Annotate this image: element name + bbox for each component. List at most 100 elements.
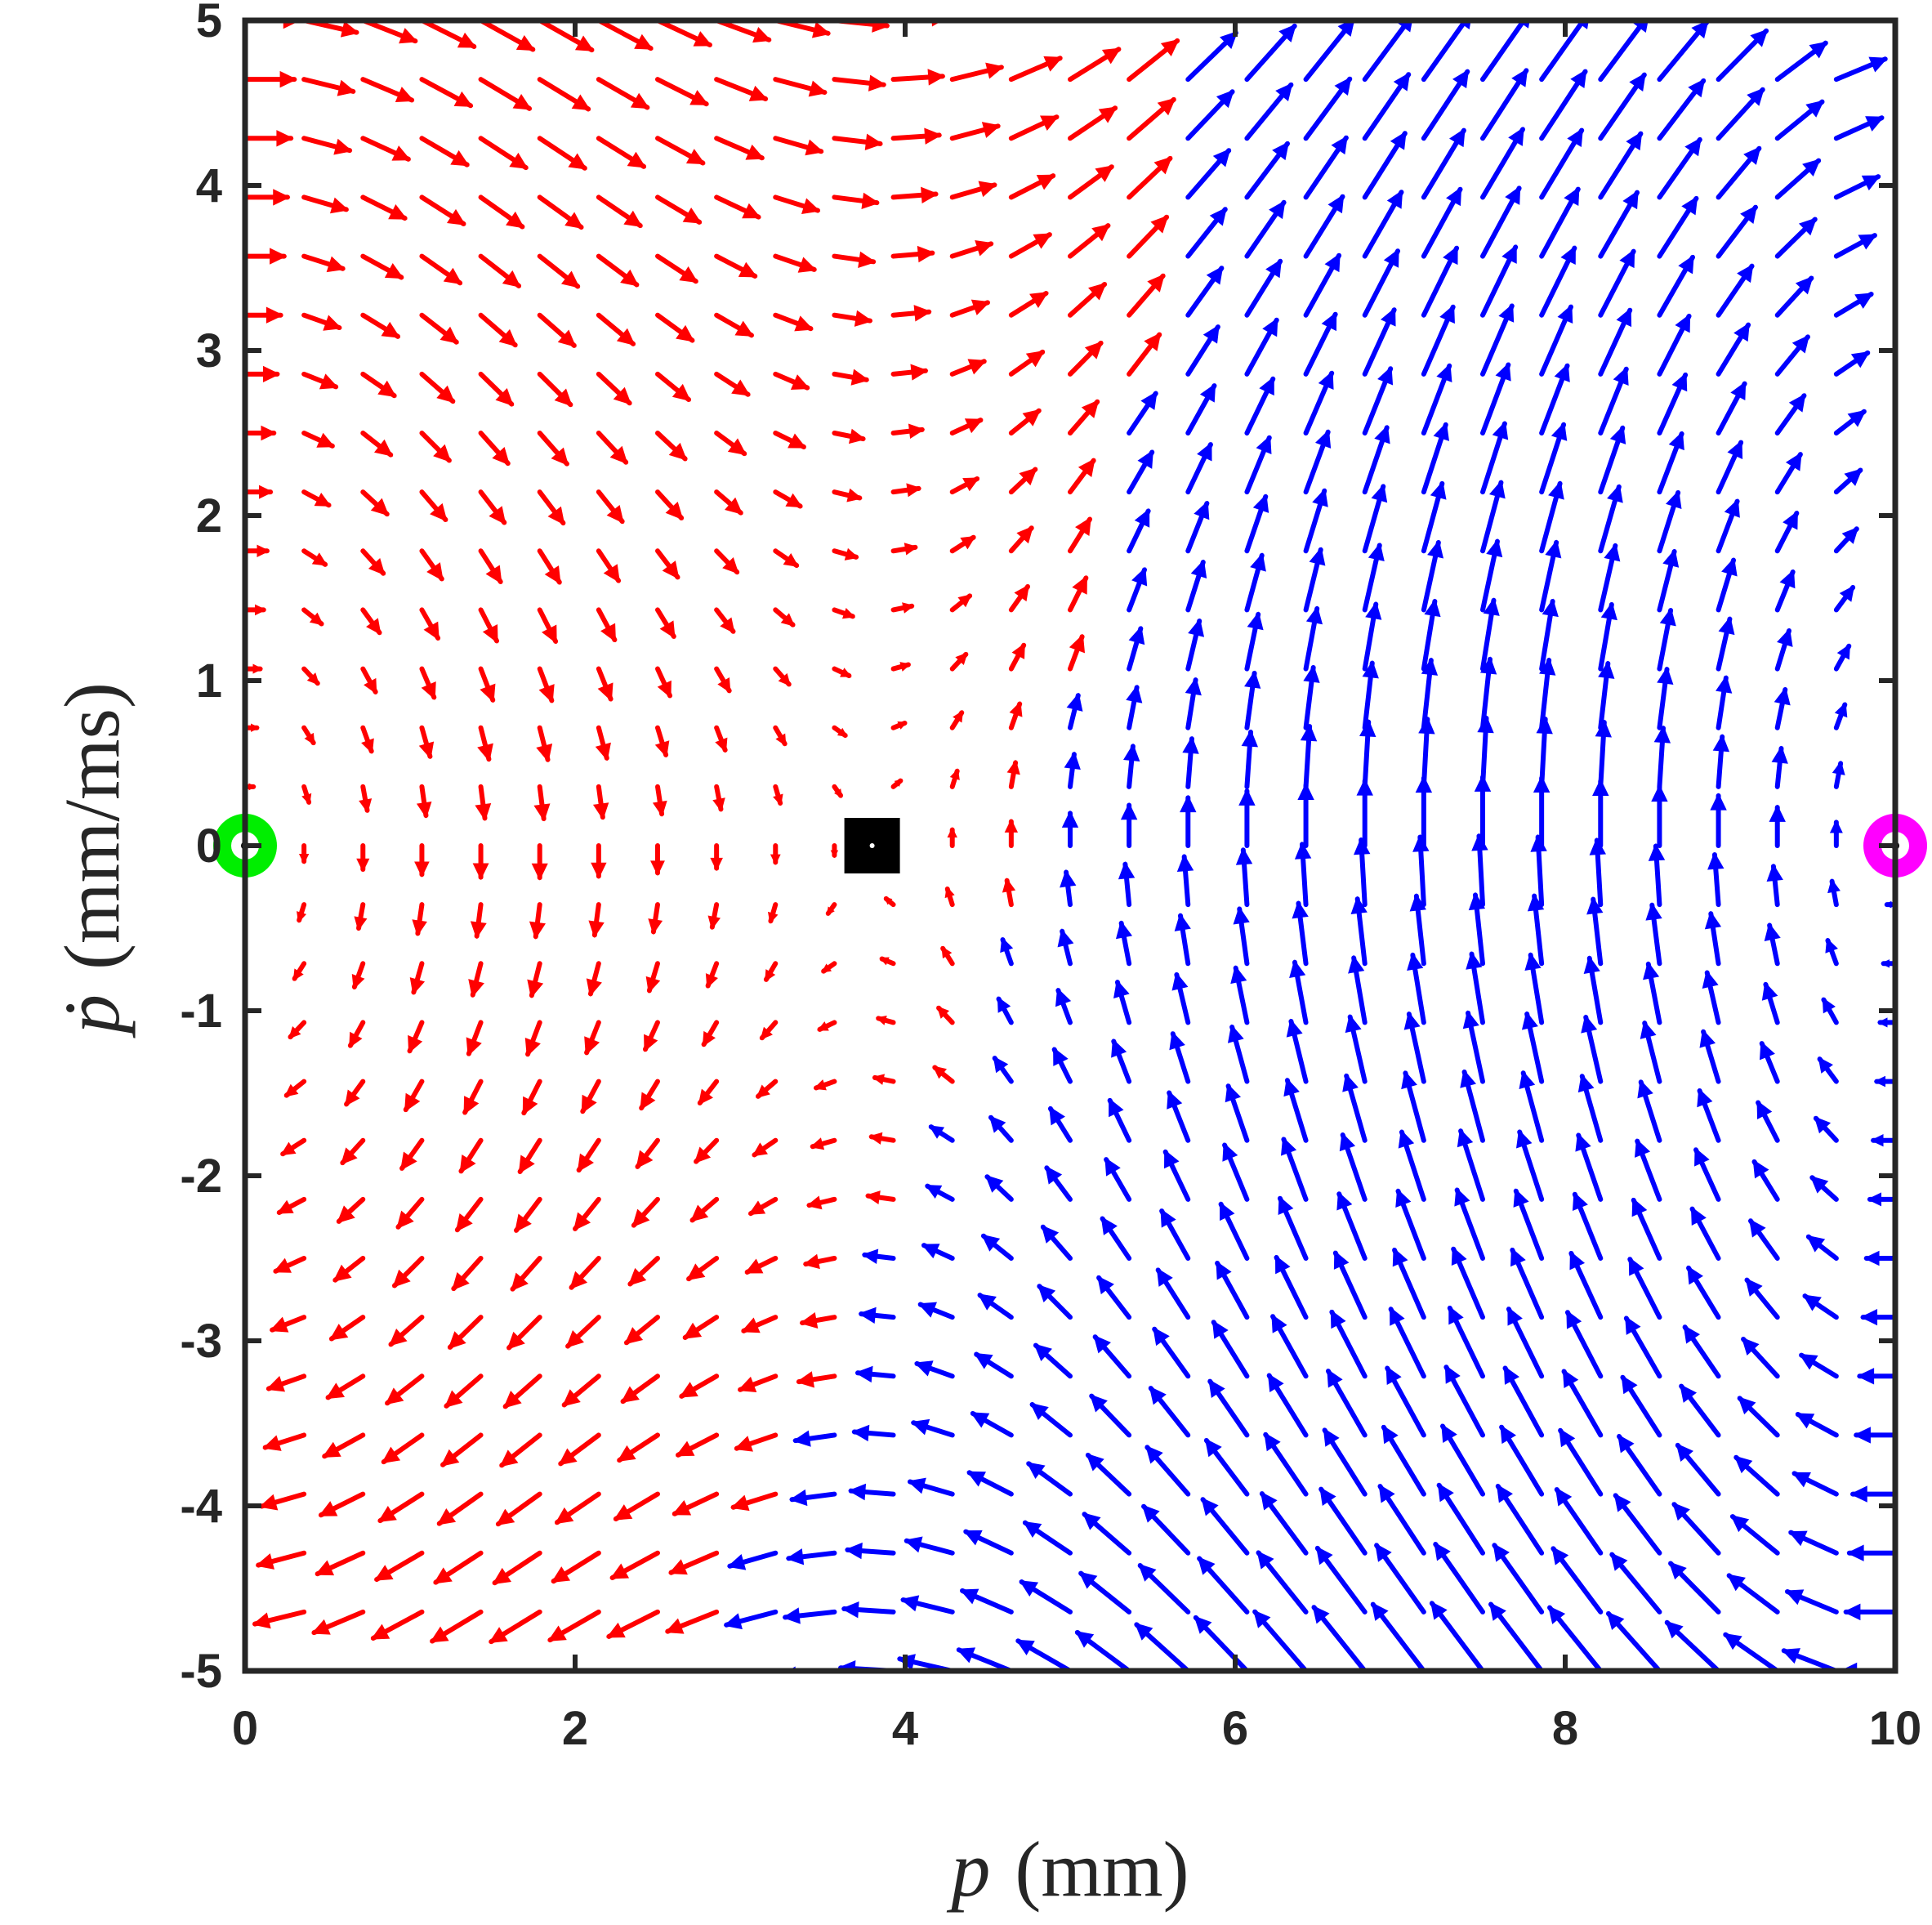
field-arrow-head bbox=[1113, 979, 1130, 999]
field-arrow-head bbox=[623, 210, 643, 228]
x-tick-label: 2 bbox=[562, 1702, 588, 1755]
field-arrow-head bbox=[1386, 190, 1403, 209]
field-arrow-head bbox=[1216, 89, 1234, 109]
field-arrow-head bbox=[366, 618, 381, 636]
field-arrow-head bbox=[841, 607, 856, 619]
x-tick-label: 6 bbox=[1222, 1702, 1248, 1755]
field-arrow-head bbox=[1075, 1630, 1095, 1648]
field-arrow-head bbox=[1600, 601, 1617, 621]
field-arrow-head bbox=[433, 1567, 453, 1584]
field-arrow-head bbox=[879, 957, 890, 966]
field-arrow-head bbox=[834, 788, 843, 798]
field-arrow-head bbox=[574, 35, 595, 51]
field-arrow-head bbox=[1631, 1197, 1648, 1217]
field-arrow-head bbox=[1252, 1610, 1271, 1628]
field-arrow-head bbox=[223, 1136, 232, 1145]
field-arrow-head bbox=[1849, 1485, 1867, 1503]
field-arrow-head bbox=[988, 1115, 1006, 1133]
field-arrow-head bbox=[1449, 127, 1466, 148]
field-arrow-head bbox=[492, 1567, 511, 1585]
y-axis-symbol: ṗ bbox=[48, 994, 136, 1038]
field-arrow-head bbox=[617, 1445, 636, 1462]
field-arrow-head bbox=[1802, 1294, 1822, 1311]
field-arrow-head bbox=[1126, 684, 1143, 703]
field-arrow-head bbox=[760, 1026, 773, 1040]
field-arrow-head bbox=[854, 1365, 873, 1383]
field-arrow-head bbox=[1733, 322, 1750, 342]
field-arrow-head bbox=[1836, 643, 1850, 660]
field-arrow-head bbox=[970, 299, 991, 315]
field-arrow-head bbox=[489, 506, 506, 525]
field-arrow-shaft bbox=[1716, 20, 1722, 23]
field-arrow-head bbox=[620, 1386, 640, 1404]
field-arrow-head bbox=[1377, 366, 1394, 386]
field-arrow-head bbox=[1120, 802, 1138, 820]
field-arrow-head bbox=[1345, 1014, 1362, 1034]
field-arrow-head bbox=[1197, 1556, 1216, 1575]
field-arrow-head bbox=[710, 857, 723, 872]
field-arrow-head bbox=[1421, 657, 1439, 676]
field-arrow-head bbox=[902, 602, 915, 614]
field-arrow-head bbox=[1704, 910, 1722, 930]
field-arrow-head bbox=[955, 652, 968, 666]
field-arrow-head bbox=[928, 1125, 945, 1139]
field-arrow-head bbox=[301, 793, 312, 806]
field-arrow-head bbox=[1342, 1073, 1359, 1092]
field-arrow-head bbox=[705, 973, 718, 989]
field-arrow-head bbox=[1331, 135, 1348, 155]
field-arrow-head bbox=[805, 139, 824, 156]
field-arrow-head bbox=[237, 903, 240, 906]
field-arrow-head bbox=[511, 1272, 529, 1292]
field-arrow-head bbox=[1066, 692, 1083, 712]
field-arrow-head bbox=[1846, 1544, 1864, 1561]
field-arrow-head bbox=[631, 1208, 650, 1228]
field-arrow-head bbox=[865, 1190, 881, 1204]
field-arrow-head bbox=[1098, 106, 1118, 123]
field-arrow-head bbox=[284, 1083, 299, 1097]
field-arrow-head bbox=[1912, 427, 1924, 439]
field-arrow-head bbox=[595, 742, 611, 762]
field-arrow-head bbox=[1149, 1386, 1167, 1405]
field-arrow-head bbox=[248, 783, 257, 791]
field-arrow-head bbox=[712, 797, 725, 812]
field-arrow-head bbox=[196, 1606, 209, 1619]
field-arrow-head bbox=[1795, 1413, 1815, 1429]
field-arrow-head bbox=[388, 1329, 408, 1347]
field-arrow-head bbox=[280, 1141, 297, 1156]
field-arrow-head bbox=[1798, 217, 1818, 236]
field-arrow-head bbox=[1488, 1601, 1506, 1621]
field-arrow-head bbox=[1297, 782, 1314, 800]
field-arrow-head bbox=[318, 1501, 338, 1516]
field-arrow-head bbox=[1029, 1402, 1049, 1421]
field-arrow-head bbox=[1697, 1088, 1713, 1108]
field-arrow-head bbox=[529, 921, 547, 940]
field-arrow-head bbox=[1675, 313, 1691, 333]
field-arrow-head bbox=[1371, 1601, 1389, 1621]
field-arrow-head bbox=[418, 741, 435, 760]
field-arrow-head bbox=[1101, 47, 1122, 65]
y-axis-label: ṗ (mm/ms) bbox=[48, 682, 136, 1038]
field-arrow-head bbox=[846, 488, 863, 502]
field-arrow-head bbox=[468, 979, 484, 998]
field-arrow-head bbox=[1648, 843, 1666, 861]
field-arrow-head bbox=[1662, 548, 1680, 568]
field-arrow-head bbox=[1371, 484, 1388, 503]
field-arrow-head bbox=[963, 1530, 983, 1546]
field-arrow-head bbox=[603, 564, 620, 583]
field-arrow-head bbox=[259, 1494, 279, 1511]
field-arrow-head bbox=[1479, 656, 1497, 675]
field-arrow-head bbox=[914, 1360, 934, 1377]
field-arrow-head bbox=[962, 477, 980, 492]
field-arrow-head bbox=[1086, 1453, 1104, 1472]
field-arrow-head bbox=[531, 863, 548, 881]
field-arrow-head bbox=[1806, 1235, 1826, 1253]
field-arrow-head bbox=[627, 151, 646, 168]
field-arrow-head bbox=[1843, 1603, 1861, 1621]
field-arrow-head bbox=[1382, 1424, 1399, 1445]
field-arrow-shaft bbox=[475, 1668, 484, 1671]
field-arrow-head bbox=[1640, 1020, 1657, 1039]
field-arrow-head bbox=[377, 380, 397, 398]
field-arrow-head bbox=[1577, 1073, 1595, 1093]
field-arrow-head bbox=[745, 144, 765, 160]
field-arrow-head bbox=[297, 911, 307, 923]
